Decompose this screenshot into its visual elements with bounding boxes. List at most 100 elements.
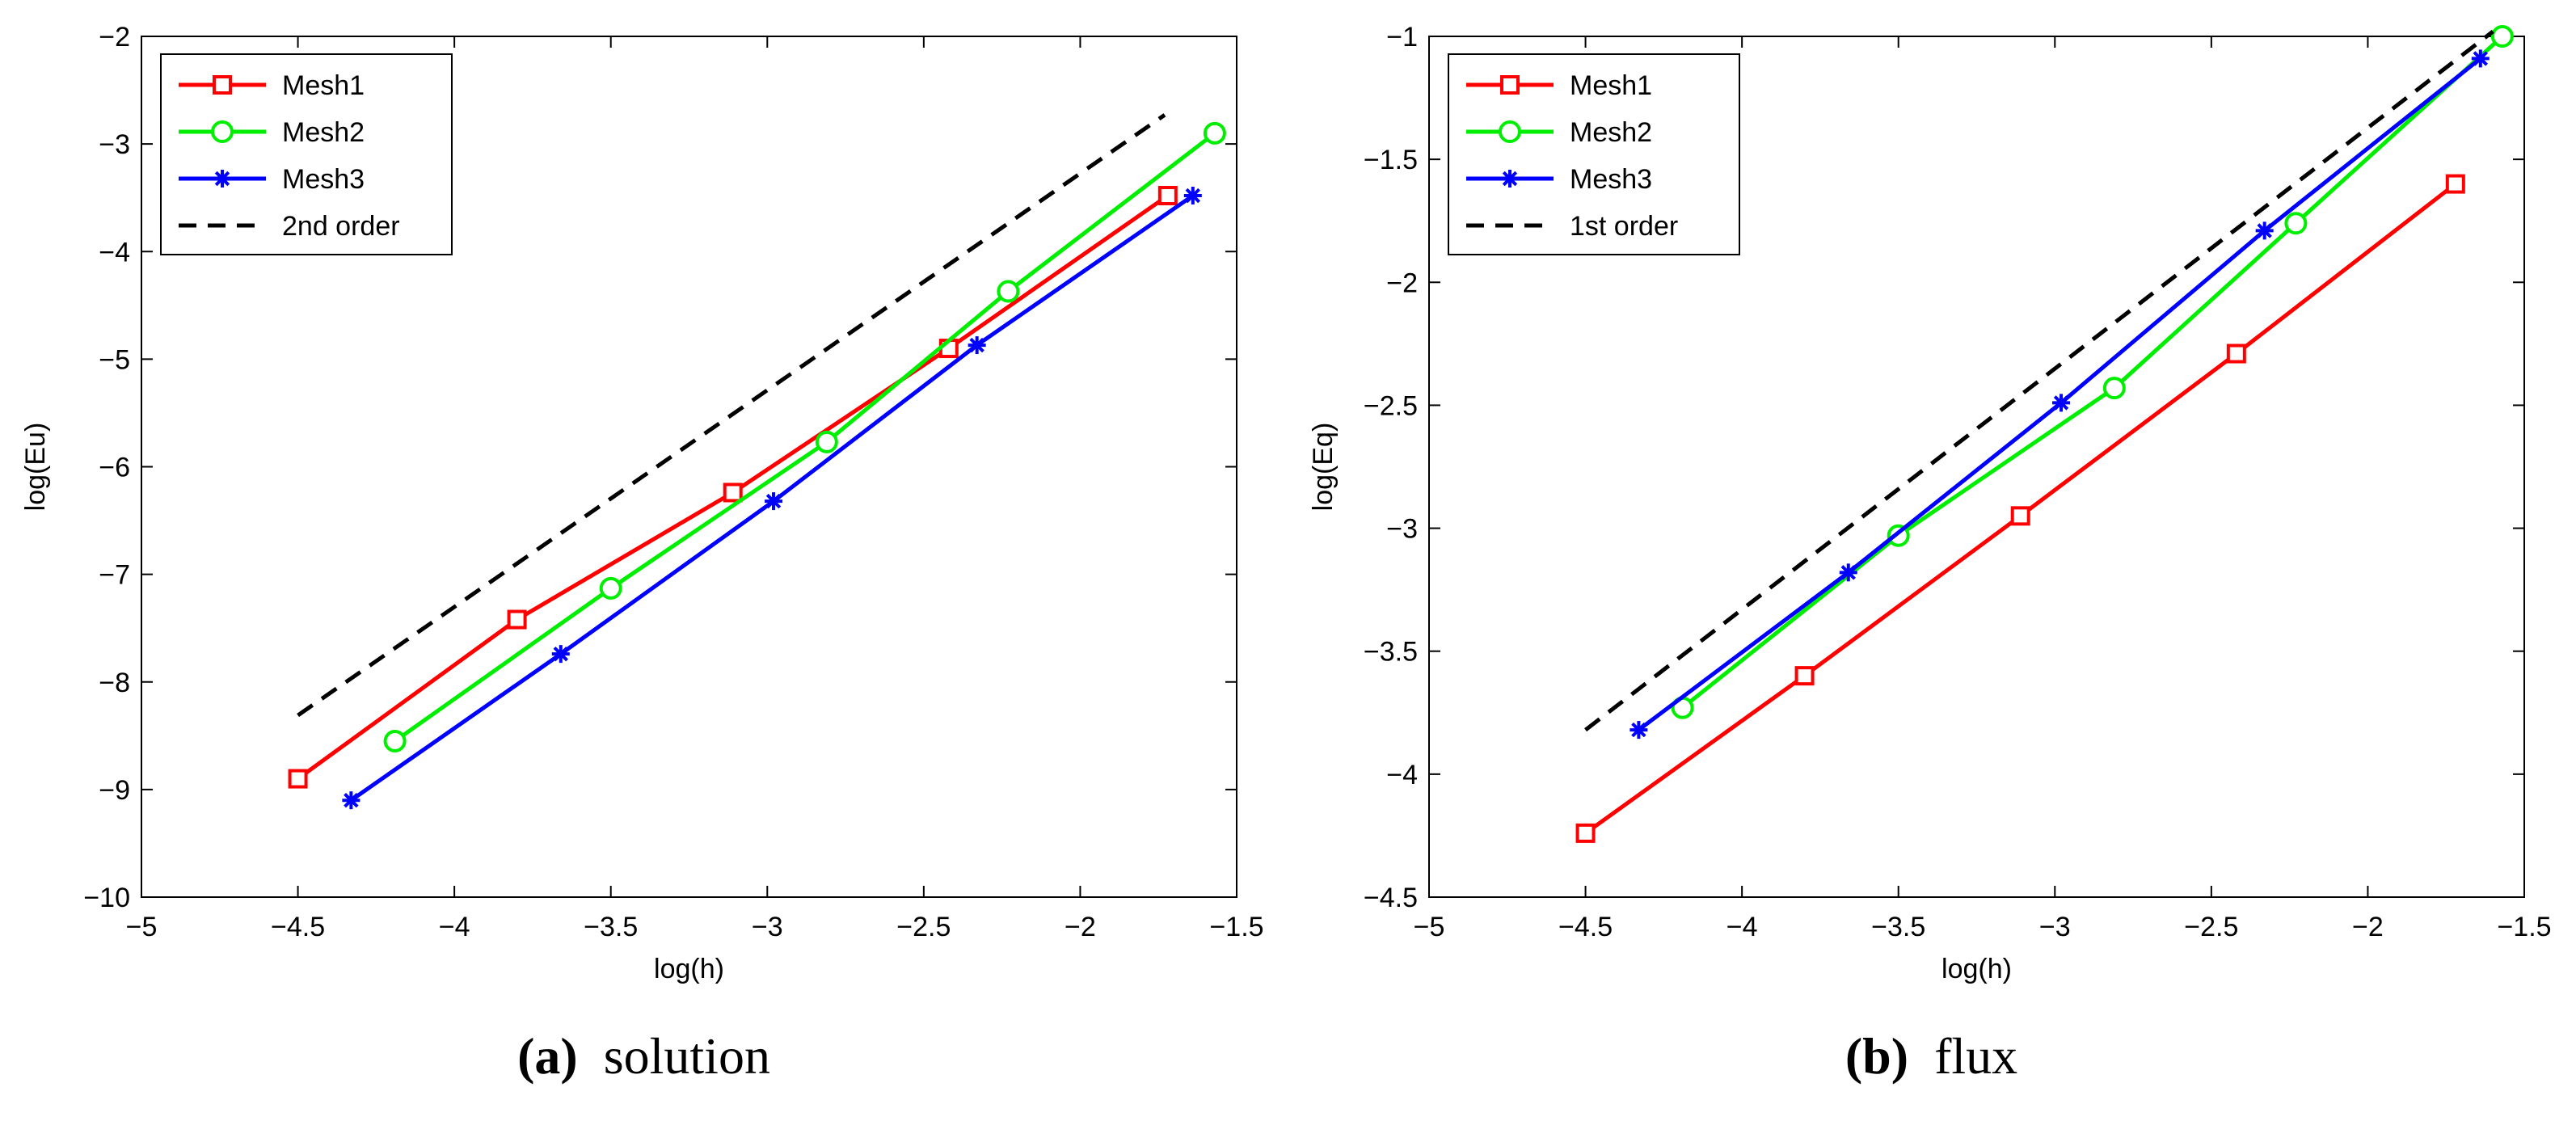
series-mesh1	[1575, 174, 2465, 843]
data-point	[1183, 187, 1202, 205]
y-tick-label: −5	[99, 344, 130, 375]
x-tick-label: −2	[1065, 912, 1096, 942]
data-point	[2255, 221, 2274, 240]
y-tick-label: −2	[1386, 268, 1418, 298]
data-point	[2471, 49, 2490, 68]
legend-marker	[213, 170, 231, 188]
x-axis-label: log(h)	[654, 954, 724, 984]
series-mesh2	[1671, 25, 2514, 719]
chart-solution: −5 −4.5 −4 −3.5 −3 −2.5 −2 −1.5 −10 −9 −8 −7 −6 −5 −4 −…	[20, 22, 1264, 984]
y-axis-label: log(Eu)	[20, 423, 51, 512]
legend-marker	[213, 75, 232, 95]
x-tick-label: −3.5	[584, 912, 638, 942]
data-point	[342, 791, 360, 810]
caption-tag: (b)	[1845, 1027, 1909, 1085]
data-point	[599, 576, 622, 600]
legend: Mesh1 Mesh2 Mesh3 2nd order	[160, 53, 453, 255]
data-point	[2284, 212, 2308, 235]
data-point	[551, 645, 570, 664]
data-point	[2102, 377, 2126, 400]
chart-caption: (a) solution	[0, 1026, 1288, 1086]
y-tick-label: −9	[99, 775, 130, 806]
legend-marker	[1501, 170, 1519, 188]
data-point	[1157, 186, 1178, 206]
axes-frame	[1428, 36, 2525, 898]
data-point	[1575, 823, 1596, 843]
x-tick-label: −4.5	[271, 912, 325, 942]
chart-panel-flux: −5 −4.5 −4 −3.5 −3 −2.5 −2 −1.5 −4.5 −4 −3.5 −3 −2.5…	[1288, 0, 2575, 1121]
y-tick-label: −6	[99, 453, 130, 483]
legend-marker	[211, 120, 234, 143]
data-point	[765, 492, 783, 511]
series-mesh2	[383, 121, 1226, 752]
series-2nd-order	[297, 113, 1166, 718]
data-point	[1629, 721, 1648, 740]
legend-marker	[1500, 75, 1520, 95]
x-tick-label: −3	[2039, 912, 2071, 942]
chart-caption: (b) flux	[1288, 1026, 2575, 1086]
data-point	[815, 430, 838, 453]
legend-label: 1st order	[1570, 211, 1678, 242]
y-tick-label: −7	[99, 560, 130, 591]
series-line	[1584, 29, 2494, 732]
x-axis-label: log(h)	[1941, 954, 2012, 984]
x-tick-label: −3.5	[1871, 912, 1925, 942]
data-point	[2226, 343, 2246, 364]
y-tick-label: −8	[99, 668, 130, 698]
caption-tag: (a)	[517, 1027, 578, 1085]
data-point	[2490, 25, 2514, 48]
x-tick-label: −1.5	[1209, 912, 1263, 942]
legend-box	[160, 53, 453, 255]
legend-label: Mesh1	[282, 70, 365, 101]
series-mesh1	[288, 186, 1178, 789]
x-tick-label: −3	[752, 912, 783, 942]
legend-label: Mesh2	[282, 117, 365, 148]
y-tick-label: −3	[1386, 514, 1418, 545]
x-tick-label: −5	[1414, 912, 1445, 942]
legend-box	[1448, 53, 1740, 255]
y-tick-label: −2	[99, 22, 130, 53]
legend-label: Mesh3	[282, 164, 365, 195]
data-point	[288, 769, 308, 789]
series-mesh3	[342, 187, 1202, 810]
y-tick-label: −4	[1386, 760, 1418, 790]
x-tick-label: −4	[1726, 912, 1758, 942]
chart-panel-solution: −5 −4.5 −4 −3.5 −3 −2.5 −2 −1.5 −10 −9 −8 −7 −6 −5 −4 −…	[0, 22, 1288, 1086]
data-point	[2010, 506, 2030, 526]
y-tick-label: −3.5	[1364, 637, 1418, 668]
x-tick-label: −2.5	[896, 912, 951, 942]
legend-label: Mesh2	[1570, 117, 1652, 148]
x-tick-label: −1.5	[2497, 912, 2551, 942]
x-tick-label: −2	[2352, 912, 2384, 942]
data-point	[2445, 174, 2465, 194]
series-line	[297, 113, 1166, 718]
y-tick-label: −4.5	[1364, 883, 1418, 913]
data-point	[1794, 666, 1815, 686]
series-line	[394, 131, 1216, 744]
data-point	[507, 609, 527, 630]
data-point	[997, 280, 1020, 303]
y-tick-label: −10	[83, 883, 130, 913]
caption-text: flux	[1934, 1027, 2018, 1085]
data-point	[2052, 394, 2071, 412]
data-point	[723, 483, 743, 503]
y-axis-label: log(Eq)	[1308, 423, 1339, 512]
data-point	[383, 729, 407, 752]
series-mesh3	[1629, 49, 2490, 740]
y-tick-label: −1	[1386, 22, 1418, 53]
data-point	[1839, 563, 1857, 582]
caption-text: solution	[603, 1027, 770, 1085]
legend: Mesh1 Mesh2 Mesh3 1st order	[1448, 53, 1740, 255]
legend-label: 2nd order	[282, 211, 400, 242]
legend-marker	[1499, 120, 1521, 143]
y-tick-label: −3	[99, 129, 130, 160]
x-tick-label: −4.5	[1558, 912, 1613, 942]
y-tick-label: −4	[99, 237, 130, 268]
data-point	[968, 336, 986, 355]
y-tick-label: −2.5	[1364, 390, 1418, 421]
data-point	[1203, 121, 1226, 145]
y-tick-label: −1.5	[1364, 145, 1418, 175]
chart-flux: −5 −4.5 −4 −3.5 −3 −2.5 −2 −1.5−4.5−4−3.5−3−2.5…	[1308, 22, 2552, 984]
x-tick-label: −5	[126, 912, 158, 942]
series-1st-order	[1584, 29, 2494, 732]
